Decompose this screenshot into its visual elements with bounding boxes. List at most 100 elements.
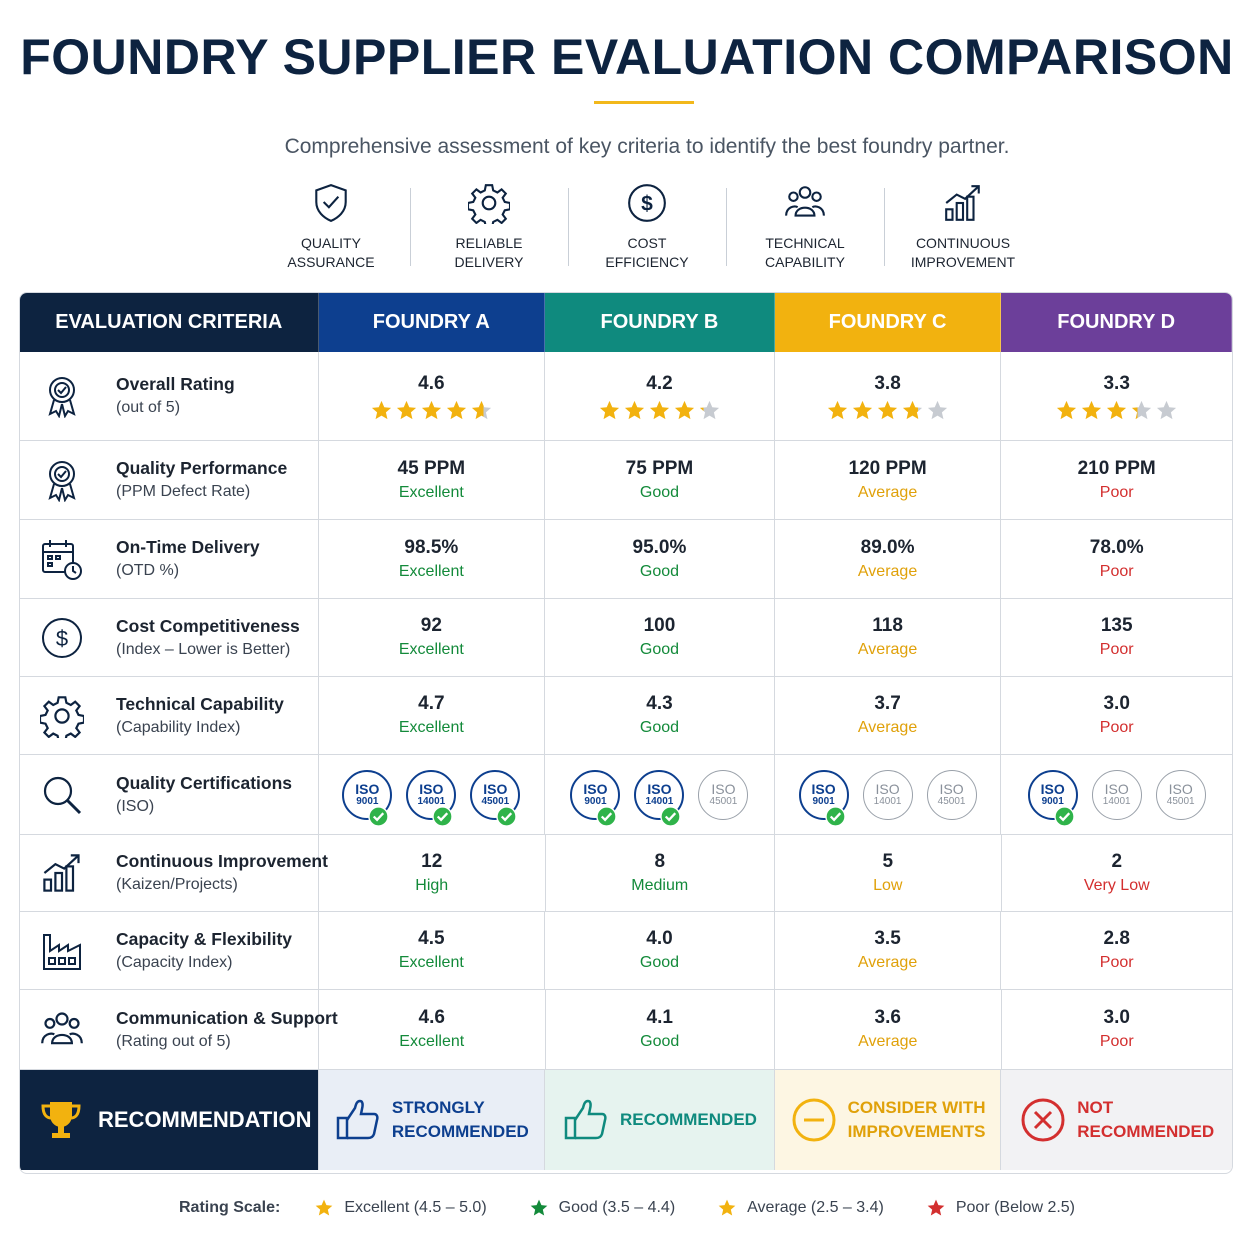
rating-label: Average bbox=[857, 954, 918, 971]
iso-14001-badge: ISO 14001 bbox=[862, 769, 913, 820]
star-icon bbox=[471, 400, 491, 419]
metric-value: 4.1 bbox=[646, 1007, 673, 1028]
iso-badges-d: ISO 9001 ISO 14001 ISO 45001 bbox=[1001, 755, 1232, 834]
gear-icon bbox=[40, 695, 84, 738]
thumbs-up-icon bbox=[564, 1099, 607, 1140]
metric-value: 3.7 bbox=[874, 693, 901, 714]
gear-icon bbox=[468, 184, 510, 224]
star-icon bbox=[599, 400, 620, 419]
table-header: EVALUATION CRITERIA FOUNDRY A FOUNDRY B … bbox=[20, 293, 1232, 352]
star-icon bbox=[699, 400, 720, 419]
rating-label: Average bbox=[857, 641, 918, 658]
svg-text:$: $ bbox=[641, 192, 653, 215]
dollar-circle-icon: $ bbox=[42, 617, 82, 658]
star-icon bbox=[1082, 400, 1102, 419]
star-icon bbox=[1107, 400, 1127, 419]
trophy-icon bbox=[41, 1102, 81, 1138]
rating-label: Excellent bbox=[398, 483, 464, 501]
rating-label: Poor bbox=[1099, 954, 1134, 971]
metric-value: 12 bbox=[421, 850, 443, 872]
overall-value-a: 4.6 bbox=[418, 372, 445, 394]
metric-value: 89.0% bbox=[860, 536, 915, 558]
iso-badges-c: ISO 9001 ISO 14001 ISO 45001 bbox=[775, 755, 1002, 834]
header-foundry-c: FOUNDRY C bbox=[774, 293, 1002, 352]
star-icon bbox=[852, 400, 873, 419]
metric-value: 2.8 bbox=[1103, 928, 1130, 949]
rating-label: Excellent bbox=[398, 641, 464, 658]
star-icon bbox=[827, 400, 848, 419]
table-row: Technical Capability (Capability Index) 4… bbox=[20, 677, 1232, 755]
criteria-sub: (PPM Defect Rate) bbox=[116, 483, 251, 500]
check-circle-icon bbox=[660, 805, 682, 827]
star-icon bbox=[316, 1199, 333, 1216]
award-ribbon-icon bbox=[48, 461, 76, 502]
rating-label: Excellent bbox=[398, 719, 464, 736]
page-title: FOUNDRY SUPPLIER EVALUATION COMPARISON bbox=[20, 29, 1234, 85]
star-rating bbox=[370, 399, 493, 422]
criteria-name: Quality Certifications bbox=[116, 772, 293, 793]
star-icon bbox=[927, 1199, 945, 1216]
scale-item-good: Good (3.5 – 4.4) bbox=[529, 1198, 675, 1218]
criteria-name: Communication & Support bbox=[116, 1007, 338, 1028]
rating-label: Good bbox=[639, 562, 680, 580]
metric-value: 3.5 bbox=[874, 928, 901, 949]
iso-badges-b: ISO 9001 ISO 14001 ISO 45001 bbox=[545, 755, 775, 834]
overall-value-d: 3.3 bbox=[1103, 372, 1130, 394]
metric-value: 78.0% bbox=[1089, 536, 1144, 558]
check-circle-icon bbox=[432, 805, 454, 827]
iso-14001-badge: ISO 14001 bbox=[1091, 769, 1142, 820]
metric-value: 2 bbox=[1111, 850, 1123, 872]
pillar-improvement: CONTINUOUS IMPROVEMENT bbox=[884, 182, 1042, 272]
factory-icon bbox=[43, 933, 81, 970]
rating-label: High bbox=[415, 876, 449, 894]
rating-label: Good bbox=[639, 954, 680, 971]
pillar-strip: QUALITY ASSURANCE RELIABLE DELIVERY $ COST… bbox=[252, 182, 1042, 272]
check-circle-icon bbox=[824, 805, 846, 827]
table-row: Communication & Support (Rating out of 5)… bbox=[20, 990, 1232, 1070]
metric-value: 100 bbox=[643, 615, 676, 636]
criteria-name: On-Time Delivery bbox=[116, 537, 260, 557]
check-circle-icon bbox=[496, 805, 518, 827]
pillar-delivery: RELIABLE DELIVERY bbox=[410, 182, 568, 272]
svg-text:$: $ bbox=[56, 626, 68, 651]
criteria-sub: (Index – Lower is Better) bbox=[116, 640, 291, 658]
star-icon bbox=[674, 400, 695, 419]
metric-value: 8 bbox=[654, 850, 666, 872]
star-icon bbox=[902, 400, 923, 419]
iso-9001-badge: ISO 9001 bbox=[570, 769, 621, 827]
header-foundry-a: FOUNDRY A bbox=[318, 293, 546, 352]
shield-check-icon bbox=[315, 184, 347, 222]
metric-value: 4.0 bbox=[646, 928, 673, 949]
criteria-sub: (Capacity Index) bbox=[116, 953, 233, 971]
star-rating bbox=[598, 399, 721, 422]
iso-9001-badge: ISO 9001 bbox=[1027, 769, 1078, 827]
check-circle-icon bbox=[596, 805, 618, 827]
metric-value: 4.3 bbox=[646, 693, 673, 714]
criteria-name: Continuous Improvement bbox=[116, 851, 328, 871]
rating-scale-legend: Rating Scale: Excellent (4.5 – 5.0) Good… bbox=[0, 1198, 1254, 1218]
star-icon bbox=[371, 400, 391, 419]
check-circle-icon bbox=[368, 805, 390, 827]
criteria-sub: (out of 5) bbox=[116, 399, 181, 416]
table-row: Quality Performance (PPM Defect Rate) 45 … bbox=[20, 441, 1232, 520]
recommendation-label: RECOMMENDATION bbox=[98, 1107, 312, 1132]
scale-item-poor: Poor (Below 2.5) bbox=[926, 1198, 1075, 1218]
metric-value: 210 PPM bbox=[1077, 457, 1156, 479]
rating-label: Good bbox=[639, 641, 680, 658]
iso-9001-badge: ISO 9001 bbox=[342, 769, 393, 827]
overall-value-b: 4.2 bbox=[646, 372, 673, 394]
star-icon bbox=[877, 400, 898, 419]
award-ribbon-icon bbox=[48, 377, 76, 418]
star-icon bbox=[649, 400, 670, 419]
pillar-quality: QUALITY ASSURANCE bbox=[252, 182, 410, 272]
criteria-name: Cost Competitiveness bbox=[116, 615, 300, 636]
metric-value: 120 PPM bbox=[848, 457, 927, 479]
calendar-clock-icon bbox=[42, 540, 82, 580]
evaluation-table: EVALUATION CRITERIA FOUNDRY A FOUNDRY B … bbox=[19, 292, 1233, 1174]
star-icon bbox=[1057, 400, 1077, 419]
rating-label: Low bbox=[873, 876, 903, 894]
rating-label: Average bbox=[857, 562, 918, 580]
criteria-name: Quality Performance bbox=[116, 458, 288, 478]
rating-label: Poor bbox=[1099, 562, 1134, 580]
header-foundry-b: FOUNDRY B bbox=[545, 293, 775, 352]
